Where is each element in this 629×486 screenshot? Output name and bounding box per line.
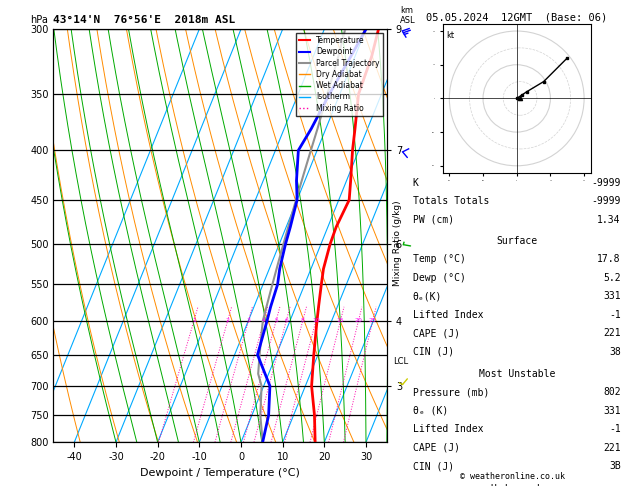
Text: Pressure (mb): Pressure (mb) xyxy=(413,387,489,398)
Text: 802: 802 xyxy=(603,387,621,398)
Text: PW (cm): PW (cm) xyxy=(413,215,454,225)
Text: -1: -1 xyxy=(609,424,621,434)
Text: 4: 4 xyxy=(262,318,266,323)
Legend: Temperature, Dewpoint, Parcel Trajectory, Dry Adiabat, Wet Adiabat, Isotherm, Mi: Temperature, Dewpoint, Parcel Trajectory… xyxy=(296,33,383,116)
Text: -9999: -9999 xyxy=(591,196,621,207)
Text: 43°14'N  76°56'E  2018m ASL: 43°14'N 76°56'E 2018m ASL xyxy=(53,15,236,25)
Text: Surface: Surface xyxy=(496,236,537,246)
Text: 331: 331 xyxy=(603,291,621,301)
Text: km
ASL: km ASL xyxy=(400,6,416,25)
Text: 5: 5 xyxy=(274,318,278,323)
Text: hPa: hPa xyxy=(30,15,48,25)
Text: Mixing Ratio (g/kg): Mixing Ratio (g/kg) xyxy=(393,200,402,286)
X-axis label: Dewpoint / Temperature (°C): Dewpoint / Temperature (°C) xyxy=(140,468,300,478)
Text: 25: 25 xyxy=(369,318,377,323)
Text: 331: 331 xyxy=(603,406,621,416)
Text: Temp (°C): Temp (°C) xyxy=(413,254,465,264)
Text: 3B: 3B xyxy=(609,461,621,471)
Text: 3: 3 xyxy=(247,318,250,323)
Text: Totals Totals: Totals Totals xyxy=(413,196,489,207)
Text: K: K xyxy=(413,178,418,188)
Text: -9999: -9999 xyxy=(591,178,621,188)
Text: 1.34: 1.34 xyxy=(598,215,621,225)
Text: Lifted Index: Lifted Index xyxy=(413,424,483,434)
Text: 10: 10 xyxy=(312,318,320,323)
Text: 15: 15 xyxy=(337,318,344,323)
Text: Dewp (°C): Dewp (°C) xyxy=(413,273,465,283)
Text: -1: -1 xyxy=(609,310,621,320)
Text: Hodograph: Hodograph xyxy=(490,484,543,486)
Text: 1: 1 xyxy=(192,318,196,323)
Text: θₑ(K): θₑ(K) xyxy=(413,291,442,301)
Text: Most Unstable: Most Unstable xyxy=(479,369,555,379)
Text: LCL: LCL xyxy=(394,357,409,366)
Text: 8: 8 xyxy=(301,318,304,323)
Text: © weatheronline.co.uk: © weatheronline.co.uk xyxy=(460,472,565,481)
Text: 5.2: 5.2 xyxy=(603,273,621,283)
Text: 6: 6 xyxy=(284,318,288,323)
Text: 221: 221 xyxy=(603,443,621,453)
Text: CIN (J): CIN (J) xyxy=(413,461,454,471)
Text: 05.05.2024  12GMT  (Base: 06): 05.05.2024 12GMT (Base: 06) xyxy=(426,12,608,22)
Text: 38: 38 xyxy=(609,347,621,357)
Text: CAPE (J): CAPE (J) xyxy=(413,443,460,453)
Text: CIN (J): CIN (J) xyxy=(413,347,454,357)
Text: 17.8: 17.8 xyxy=(598,254,621,264)
Text: Lifted Index: Lifted Index xyxy=(413,310,483,320)
Text: kt: kt xyxy=(446,31,454,40)
Text: CAPE (J): CAPE (J) xyxy=(413,328,460,338)
Text: 221: 221 xyxy=(603,328,621,338)
Text: 20: 20 xyxy=(355,318,362,323)
Text: 2: 2 xyxy=(226,318,230,323)
Text: θₑ (K): θₑ (K) xyxy=(413,406,448,416)
